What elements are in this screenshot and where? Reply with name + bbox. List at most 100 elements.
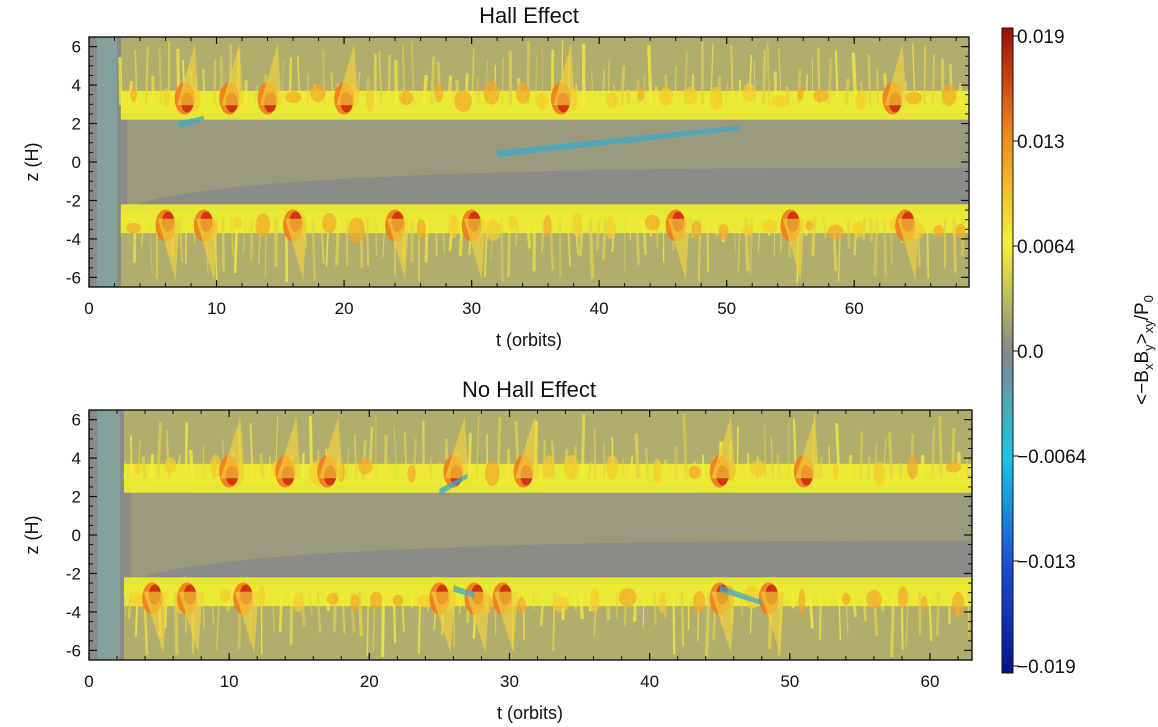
layer-blob (293, 592, 304, 613)
burst-plume (143, 591, 168, 654)
filament (341, 591, 346, 634)
burst-plume (336, 43, 359, 106)
filament (923, 45, 926, 106)
x-tick-label: 40 (590, 299, 609, 318)
filament (158, 48, 163, 106)
layer-blob (684, 86, 698, 105)
layer-blob (163, 88, 171, 107)
layer-blob (813, 89, 829, 103)
y-axis-label: z (H) (22, 516, 42, 555)
filament (938, 415, 943, 479)
negative-streak (719, 585, 762, 606)
x-tick-label: 30 (462, 299, 481, 318)
layer-blob (605, 216, 616, 240)
colorbar-tick-label: 0.0 (1017, 342, 1043, 363)
layer-blob (905, 91, 922, 105)
filament (149, 454, 155, 479)
burst-plume (760, 591, 785, 654)
filament (808, 591, 814, 629)
layer-blob (348, 217, 366, 244)
layer-blob (942, 84, 957, 106)
layer-blob (798, 589, 806, 615)
burst-plume (897, 218, 920, 281)
layer-blob (508, 215, 517, 231)
burst-plume (711, 591, 736, 654)
filament (184, 421, 189, 479)
filament (958, 83, 963, 106)
filament (441, 218, 446, 253)
filament (867, 54, 872, 106)
negative-streak (439, 473, 468, 496)
layer-blob (563, 454, 580, 480)
filament (366, 218, 370, 267)
filament (713, 218, 719, 236)
layer-blob (920, 596, 928, 611)
filament (905, 591, 909, 647)
filament (591, 70, 594, 106)
filament (766, 42, 771, 106)
filament (320, 218, 325, 264)
filament (737, 218, 741, 274)
filament (430, 56, 436, 106)
filament (851, 591, 857, 618)
negative-streak (497, 125, 740, 158)
filament (202, 68, 206, 106)
layer-blob (653, 458, 662, 485)
filament (467, 433, 472, 479)
filament (471, 48, 475, 106)
filament (221, 218, 225, 272)
midplane-glow (127, 113, 969, 209)
filament (844, 78, 850, 106)
y-tick-label: 4 (72, 76, 81, 95)
filament (268, 456, 271, 479)
burst-plume (430, 591, 455, 654)
early-strip (96, 37, 118, 287)
layer-blob (536, 92, 549, 111)
filament (605, 591, 611, 621)
layer-blob (572, 212, 583, 238)
layer-blob (771, 95, 789, 107)
filament (353, 434, 358, 479)
colorbar-tick-label: −0.0064 (1017, 447, 1087, 468)
filament (587, 461, 592, 479)
filament (281, 60, 285, 106)
filament (572, 591, 577, 610)
filament (965, 455, 970, 479)
filament (674, 66, 677, 106)
x-tick-label: 50 (717, 299, 736, 318)
filament (253, 85, 258, 106)
filament (501, 57, 504, 106)
colorbar-tick-label: 0.0064 (1017, 237, 1076, 258)
burst-plume (463, 218, 486, 281)
layer-blob (827, 224, 844, 240)
filament (289, 591, 294, 645)
burst-plume (221, 43, 244, 106)
layer-blob (637, 87, 644, 102)
layer-blob (709, 86, 723, 111)
filament (866, 457, 871, 479)
y-tick-label: 0 (72, 526, 81, 545)
layer-blob (132, 592, 144, 607)
heatmap-area (89, 410, 972, 660)
layer-blob (434, 82, 444, 103)
x-axis-label: t (orbits) (496, 330, 562, 350)
filament (579, 591, 584, 619)
layer-blob (210, 454, 222, 478)
filament (184, 218, 188, 264)
y-tick-label: 6 (72, 38, 81, 57)
filament (770, 436, 774, 479)
burst-plume (259, 43, 282, 106)
layer-blob (842, 593, 851, 606)
layer-blob (855, 90, 867, 111)
y-tick-label: 0 (72, 153, 81, 172)
layer-blob (907, 456, 918, 480)
filament (345, 448, 350, 479)
filament (447, 75, 453, 106)
layer-blob (933, 225, 945, 238)
filament (388, 54, 391, 106)
layer-blob (322, 213, 337, 234)
filament (642, 218, 648, 255)
filament (366, 591, 370, 657)
burst-plume (285, 218, 308, 281)
filament (653, 591, 657, 626)
